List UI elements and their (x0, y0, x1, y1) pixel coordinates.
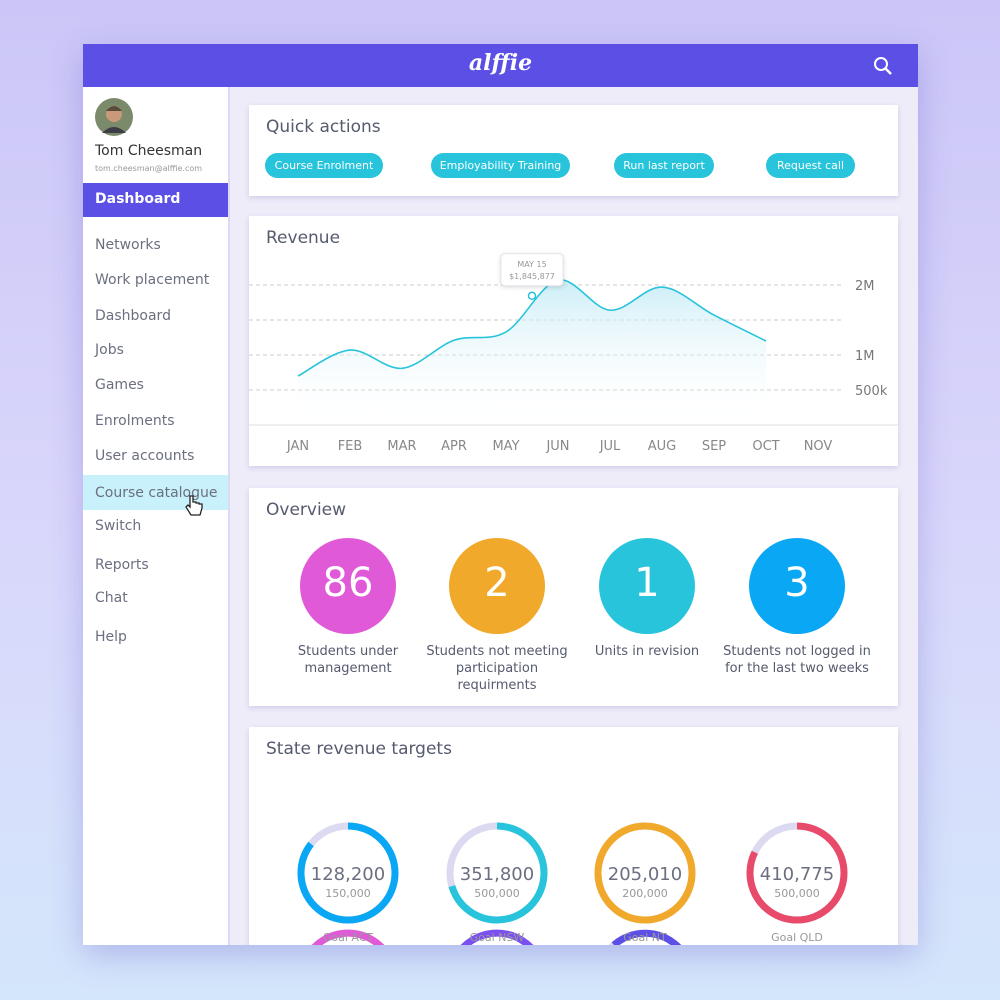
tooltip-value: $1,845,877 (509, 272, 555, 281)
menu-item[interactable]: Switch (95, 518, 142, 534)
menu-item[interactable]: Help (95, 629, 127, 645)
menu-item[interactable]: Reports (95, 557, 149, 573)
stat-label: Students not meeting participation requi… (426, 644, 568, 693)
ring-goal: 500,000 (774, 887, 820, 900)
menu-item[interactable]: Jobs (95, 342, 124, 358)
card-title: Overview (266, 500, 347, 520)
tooltip-date: MAY 15 (517, 260, 546, 269)
annotation-point (527, 291, 537, 301)
stat-label: Students not logged in for the last two … (723, 644, 871, 676)
tooltip (500, 253, 564, 287)
stat-value: 2 (484, 560, 510, 606)
stat-label: Units in revision (594, 644, 700, 659)
action-button[interactable]: Request call (766, 153, 855, 178)
ring-value: 410,775 (760, 864, 834, 885)
menu-item[interactable]: User accounts (95, 448, 195, 464)
search-icon[interactable] (873, 56, 893, 76)
x-tick-label: MAY (492, 439, 519, 454)
x-tick-label: OCT (752, 439, 779, 454)
action-button[interactable]: Employability Training (431, 153, 570, 178)
x-tick-label: NOV (804, 439, 833, 454)
stat-circle: 3 (749, 538, 845, 634)
menu-item[interactable]: Games (95, 377, 144, 393)
menu-item[interactable]: Dashboard (95, 308, 171, 324)
x-tick-label: JUL (599, 439, 621, 454)
target-rings: 128,200 150,000 Goal ACT 351,800 500,000 Goal… (297, 822, 848, 945)
card-title: Quick actions (266, 117, 381, 137)
revenue-chart: 500k 1M 2M JAN FEB MAR APR MAY JUN JUL AUG SEP OCT NO… (249, 253, 898, 454)
ring-value: 128,200 (311, 864, 385, 885)
ring-name: Goal NT (623, 931, 667, 944)
ring-name: Goal NSW (470, 931, 525, 944)
ring-goal: 200,000 (622, 887, 668, 900)
stat-value: 86 (322, 560, 374, 606)
menu-item[interactable]: Course catalogue (95, 485, 218, 501)
line (297, 279, 767, 377)
area (298, 279, 766, 425)
x-tick-label: APR (441, 439, 467, 454)
menu-item[interactable]: Networks (95, 237, 161, 253)
partial-rings (311, 929, 682, 945)
stat-label: Students under management (297, 644, 399, 676)
cursor-icon (185, 495, 203, 516)
ring-progress (297, 822, 399, 924)
x-tick-label: MAR (387, 439, 416, 454)
active-item[interactable]: Dashboard (83, 183, 228, 217)
stat-circle: 2 (449, 538, 545, 634)
stat-circle: 1 (599, 538, 695, 634)
user-name: Tom Cheesman (95, 143, 203, 159)
x-tick-label: SEP (702, 439, 726, 454)
card-title: State revenue targets (266, 739, 452, 759)
avatar (95, 98, 133, 136)
quick-actions-card: Quick actions Course Enrolment Employabil… (249, 105, 898, 196)
overview-card: Overview 86 Students under management 2 Stu… (249, 488, 898, 706)
x-tick-label: JAN (286, 439, 309, 454)
ring-goal: 150,000 (325, 887, 371, 900)
stat-value: 3 (784, 560, 810, 606)
action-button[interactable]: Course Enrolment (265, 153, 383, 178)
y-tick-label: 1M (855, 349, 875, 364)
ring-progress (594, 822, 696, 924)
x-tick-label: AUG (648, 439, 676, 454)
y-tick-label: 500k (855, 384, 888, 399)
ring-value: 205,010 (608, 864, 682, 885)
card-title: Revenue (266, 228, 341, 248)
stat-value: 1 (634, 560, 660, 606)
ring-name: Goal ACT (323, 931, 374, 944)
highlight (83, 475, 228, 510)
ring-name: Goal QLD (771, 931, 823, 944)
y-tick-label: 2M (855, 279, 875, 294)
ring-progress (746, 822, 848, 924)
ring-goal: 500,000 (474, 887, 520, 900)
sidebar: Tom Cheesman tom.cheesman@alffie.com Das… (83, 87, 230, 945)
user-email: tom.cheesman@alffie.com (95, 164, 203, 173)
stat-circle: 86 (300, 538, 396, 634)
ring-progress (446, 822, 548, 924)
menu-item[interactable]: Chat (95, 590, 128, 606)
active-label: Dashboard (95, 191, 181, 207)
menu-item[interactable]: Work placement (95, 272, 210, 288)
x-tick-label: JUN (545, 439, 569, 454)
targets-card: State revenue targets 128,200 150,000 Goal… (249, 727, 898, 945)
action-button[interactable]: Run last report (614, 153, 714, 178)
revenue-card: Revenue 500k 1M 2M JAN FEB MAR APR MAY JUN JUL AUG… (249, 216, 898, 466)
menu-item[interactable]: Enrolments (95, 413, 175, 429)
x-tick-label: FEB (338, 439, 363, 454)
ring-value: 351,800 (460, 864, 534, 885)
app-window: alffie Tom Cheesman tom.cheesman@alffie.… (83, 44, 918, 945)
logo: alffie (468, 50, 533, 76)
header: alffie (83, 44, 918, 87)
